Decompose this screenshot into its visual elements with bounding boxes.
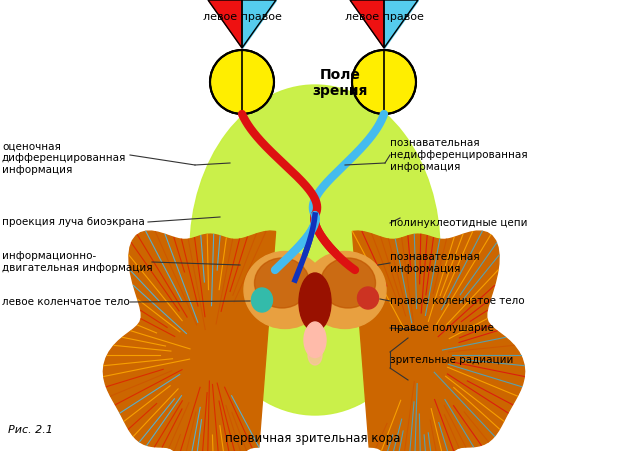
Ellipse shape [320, 258, 376, 308]
Ellipse shape [298, 270, 332, 330]
Ellipse shape [244, 252, 326, 328]
Ellipse shape [245, 253, 325, 327]
Ellipse shape [252, 287, 274, 313]
Ellipse shape [305, 253, 385, 327]
Text: Поле
зрения: Поле зрения [312, 68, 367, 98]
Text: информационно-
двигательная информация: информационно- двигательная информация [2, 251, 153, 273]
Ellipse shape [357, 287, 379, 309]
Ellipse shape [304, 322, 326, 358]
Ellipse shape [315, 258, 375, 313]
Polygon shape [242, 0, 276, 48]
Ellipse shape [356, 286, 378, 310]
Ellipse shape [308, 345, 322, 365]
Text: левое правое: левое правое [203, 12, 281, 22]
Text: первичная зрительная кора: первичная зрительная кора [225, 432, 401, 445]
Polygon shape [352, 50, 384, 114]
Polygon shape [210, 50, 242, 114]
Ellipse shape [255, 258, 315, 313]
Text: проекция луча биоэкрана: проекция луча биоэкрана [2, 217, 144, 227]
Ellipse shape [304, 252, 386, 328]
Polygon shape [350, 0, 384, 48]
Text: полинуклеотидные цепи: полинуклеотидные цепи [390, 218, 528, 228]
Text: познавательная
информация: познавательная информация [390, 252, 480, 274]
Polygon shape [384, 50, 416, 114]
Circle shape [210, 50, 274, 114]
Polygon shape [104, 231, 276, 451]
Ellipse shape [190, 85, 440, 415]
Text: левое коленчатое тело: левое коленчатое тело [2, 297, 130, 307]
Circle shape [352, 50, 416, 114]
Ellipse shape [305, 322, 325, 354]
Text: Рис. 2.1: Рис. 2.1 [8, 425, 53, 435]
Polygon shape [242, 50, 274, 114]
Text: оценочная
дифференцированная
информация: оценочная дифференцированная информация [2, 142, 126, 175]
Polygon shape [352, 231, 524, 451]
Text: правое коленчатое тело: правое коленчатое тело [390, 296, 524, 306]
Polygon shape [208, 0, 242, 48]
Text: левое правое: левое правое [345, 12, 423, 22]
Polygon shape [384, 0, 418, 48]
Ellipse shape [254, 258, 310, 308]
Text: познавательная
недифференцированная
информация: познавательная недифференцированная инфо… [390, 138, 528, 171]
Text: правое полушарие: правое полушарие [390, 323, 494, 333]
Ellipse shape [299, 273, 331, 331]
Ellipse shape [251, 288, 273, 312]
Text: зрительные радиации: зрительные радиации [390, 355, 513, 365]
